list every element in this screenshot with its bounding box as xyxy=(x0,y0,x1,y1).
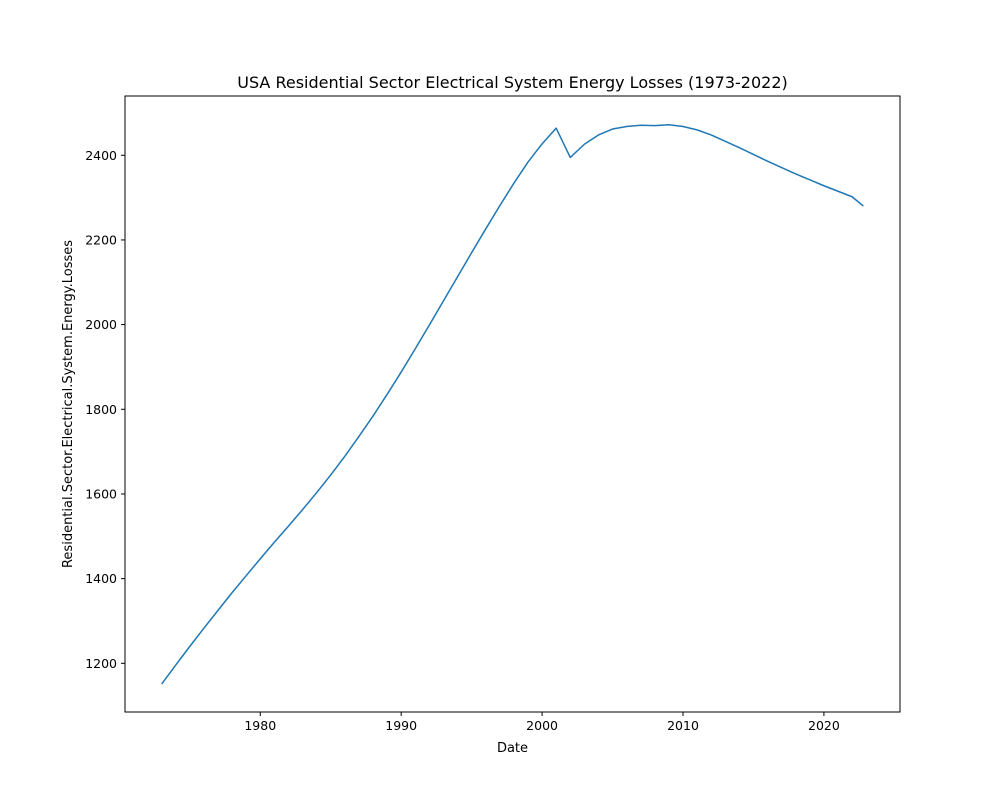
x-tick-label: 1980 xyxy=(244,718,276,733)
plot-frame xyxy=(124,95,901,713)
y-tick-label: 2000 xyxy=(85,317,117,332)
y-tick-label: 2400 xyxy=(85,148,117,163)
y-axis-ticks: 1200 1400 1600 1800 2000 2200 2400 xyxy=(85,148,125,671)
x-axis-label: Date xyxy=(497,741,528,756)
plot-area xyxy=(161,124,864,685)
x-tick-label: 2000 xyxy=(526,718,558,733)
x-tick-label: 1990 xyxy=(385,718,417,733)
x-tick-label: 2020 xyxy=(808,718,840,733)
y-axis-label: Residential.Sector.Electrical.System.Ene… xyxy=(61,240,76,568)
y-tick-label: 1400 xyxy=(85,571,117,586)
x-axis-ticks: 1980 1990 2000 2010 2020 xyxy=(244,712,840,733)
chart-title: USA Residential Sector Electrical System… xyxy=(237,73,787,92)
y-tick-label: 1800 xyxy=(85,402,117,417)
y-tick-label: 1200 xyxy=(85,656,117,671)
y-tick-label: 2200 xyxy=(85,232,117,247)
series-line-0 xyxy=(161,124,864,685)
x-tick-label: 2010 xyxy=(667,718,699,733)
y-tick-label: 1600 xyxy=(85,486,117,501)
